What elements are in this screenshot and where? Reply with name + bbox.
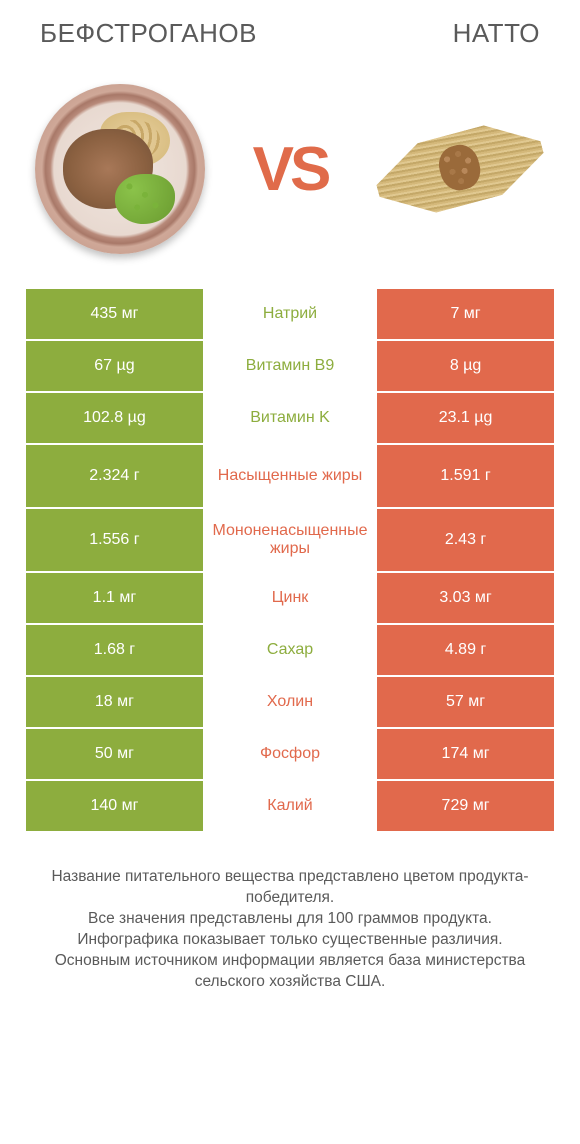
table-row: 435 мгНатрий7 мг [26, 289, 554, 341]
left-value: 140 мг [26, 781, 203, 831]
right-value: 2.43 г [377, 509, 554, 571]
right-food-title: НАТТО [453, 18, 540, 49]
nutrient-label: Витамин B9 [203, 341, 377, 391]
left-value: 1.68 г [26, 625, 203, 675]
right-value: 1.591 г [377, 445, 554, 507]
table-row: 1.1 мгЦинк3.03 мг [26, 573, 554, 625]
table-row: 1.68 гСахар4.89 г [26, 625, 554, 677]
nutrition-comparison-table: 435 мгНатрий7 мг67 µgВитамин B98 µg102.8… [0, 289, 580, 833]
table-row: 50 мгФосфор174 мг [26, 729, 554, 781]
footer-notes: Название питательного вещества представл… [0, 833, 580, 993]
beef-stroganoff-icon [35, 84, 205, 254]
right-value: 174 мг [377, 729, 554, 779]
comparison-header: БЕФСТРОГАНОВ НАТТО [0, 0, 580, 59]
nutrient-label: Мононенасыщенные жиры [203, 509, 377, 571]
right-value: 7 мг [377, 289, 554, 339]
left-value: 435 мг [26, 289, 203, 339]
nutrient-label: Натрий [203, 289, 377, 339]
right-value: 4.89 г [377, 625, 554, 675]
vs-label: VS [253, 134, 328, 205]
left-value: 2.324 г [26, 445, 203, 507]
left-value: 67 µg [26, 341, 203, 391]
food-images-row: VS [0, 59, 580, 289]
right-value: 23.1 µg [377, 393, 554, 443]
table-row: 67 µgВитамин B98 µg [26, 341, 554, 393]
nutrient-label: Фосфор [203, 729, 377, 779]
left-value: 1.556 г [26, 509, 203, 571]
footer-line: Основным источником информации является … [30, 951, 550, 993]
left-value: 1.1 мг [26, 573, 203, 623]
table-row: 140 мгКалий729 мг [26, 781, 554, 833]
left-food-title: БЕФСТРОГАНОВ [40, 18, 257, 49]
nutrient-label: Насыщенные жиры [203, 445, 377, 507]
natto-icon [362, 89, 557, 249]
right-value: 3.03 мг [377, 573, 554, 623]
right-value: 729 мг [377, 781, 554, 831]
right-value: 57 мг [377, 677, 554, 727]
left-value: 18 мг [26, 677, 203, 727]
table-row: 1.556 гМононенасыщенные жиры2.43 г [26, 509, 554, 573]
nutrient-label: Калий [203, 781, 377, 831]
table-row: 18 мгХолин57 мг [26, 677, 554, 729]
left-food-image [30, 79, 210, 259]
nutrient-label: Сахар [203, 625, 377, 675]
left-value: 102.8 µg [26, 393, 203, 443]
right-value: 8 µg [377, 341, 554, 391]
footer-line: Все значения представлены для 100 граммо… [30, 909, 550, 930]
nutrient-label: Холин [203, 677, 377, 727]
right-food-image [370, 79, 550, 259]
nutrient-label: Цинк [203, 573, 377, 623]
footer-line: Название питательного вещества представл… [30, 867, 550, 909]
nutrient-label: Витамин K [203, 393, 377, 443]
footer-line: Инфографика показывает только существенн… [30, 930, 550, 951]
table-row: 102.8 µgВитамин K23.1 µg [26, 393, 554, 445]
left-value: 50 мг [26, 729, 203, 779]
table-row: 2.324 гНасыщенные жиры1.591 г [26, 445, 554, 509]
